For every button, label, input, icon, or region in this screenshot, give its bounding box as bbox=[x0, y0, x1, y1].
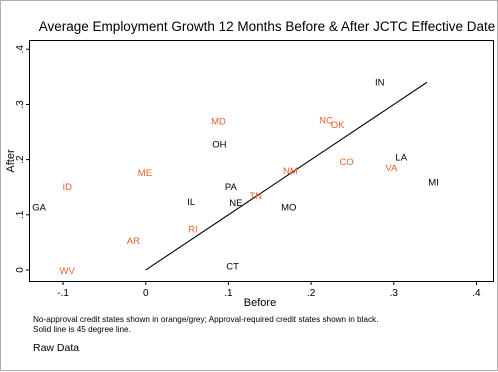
state-point-wv: WV bbox=[60, 266, 76, 277]
x-axis-title: Before bbox=[244, 297, 276, 309]
chart-note-line: Solid line is 45 degree line. bbox=[33, 325, 131, 334]
x-tick-label: -.1 bbox=[57, 288, 69, 299]
state-point-id: ID bbox=[62, 182, 72, 193]
state-point-ct: CT bbox=[226, 262, 239, 273]
plot-area-frame bbox=[29, 40, 494, 282]
y-tick-label: .3 bbox=[15, 100, 26, 109]
chart-note-colors: No-approval credit states shown in orang… bbox=[33, 315, 379, 324]
raw-data-caption: Raw Data bbox=[33, 342, 80, 354]
state-point-me: ME bbox=[138, 168, 152, 179]
x-tick-label: .2 bbox=[307, 288, 316, 299]
state-point-nm: NM bbox=[283, 166, 298, 177]
y-tick-label: 0 bbox=[15, 267, 26, 273]
x-tick-label: 0 bbox=[143, 288, 149, 299]
state-point-ri: RI bbox=[188, 225, 198, 236]
x-tick-label: .4 bbox=[472, 288, 481, 299]
y-tick-label: .2 bbox=[15, 155, 26, 164]
x-tick-label: .1 bbox=[224, 288, 233, 299]
y-axis-title: After bbox=[5, 149, 17, 173]
state-point-co: CO bbox=[340, 157, 354, 168]
state-point-ok: OK bbox=[331, 120, 345, 131]
state-point-ne: NE bbox=[229, 198, 242, 209]
x-tick-label: .3 bbox=[390, 288, 399, 299]
state-point-va: VA bbox=[385, 163, 398, 174]
state-point-la: LA bbox=[395, 152, 407, 163]
chart-title: Average Employment Growth 12 Months Befo… bbox=[39, 19, 495, 34]
x-axis: -.1 0 .1 .2 .3 .4 bbox=[57, 281, 481, 299]
y-tick-label: .1 bbox=[15, 210, 26, 219]
45-degree-line bbox=[145, 81, 428, 271]
series-group: IN OH LA MI PA IL NE MO GA CT bbox=[32, 77, 439, 272]
y-axis: 0 .1 .2 .3 .4 bbox=[15, 45, 30, 273]
state-point-ar: AR bbox=[127, 236, 140, 247]
state-point-md: MD bbox=[211, 117, 226, 128]
state-point-oh: OH bbox=[212, 140, 226, 151]
state-point-in: IN bbox=[375, 77, 385, 88]
state-point-pa: PA bbox=[225, 182, 238, 193]
state-point-tn: TN bbox=[249, 191, 262, 202]
state-point-nc: NC bbox=[319, 115, 333, 126]
state-point-ga: GA bbox=[32, 203, 46, 214]
state-point-mo: MO bbox=[281, 203, 296, 214]
state-point-mi: MI bbox=[428, 178, 439, 189]
state-point-il: IL bbox=[187, 197, 195, 208]
y-tick-label: .4 bbox=[15, 45, 26, 54]
